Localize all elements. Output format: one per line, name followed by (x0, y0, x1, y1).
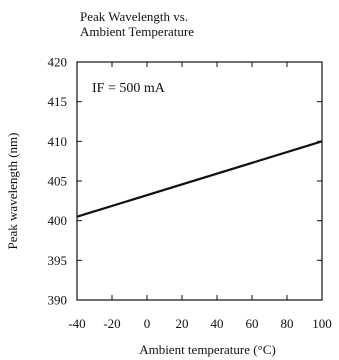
y-tick-label: 420 (48, 55, 68, 70)
y-tick-label: 415 (48, 94, 68, 109)
x-tick-label: -20 (103, 316, 120, 331)
x-tick-label: 0 (144, 316, 151, 331)
x-axis-ticks: -40 -20 0 20 40 60 80 100 (68, 62, 332, 331)
y-tick-label: 400 (48, 213, 68, 228)
chart-title-line-2: Ambient Temperature (80, 24, 195, 39)
x-tick-label: 100 (312, 316, 332, 331)
x-tick-label: 60 (246, 316, 259, 331)
y-tick-label: 390 (48, 293, 68, 308)
x-tick-label: 80 (281, 316, 294, 331)
condition-annotation: IF = 500 mA (92, 81, 166, 96)
y-axis-ticks: 390 395 400 405 410 415 420 (48, 55, 322, 308)
plot-frame (76, 61, 323, 301)
y-tick-label: 405 (48, 174, 68, 189)
y-tick-label: 410 (48, 134, 68, 149)
chart-title-line-1: Peak Wavelength vs. (80, 9, 189, 24)
x-tick-label: 40 (211, 316, 224, 331)
x-tick-label: 20 (176, 316, 189, 331)
x-axis-label: Ambient temperature (°C) (139, 342, 276, 357)
y-tick-label: 395 (48, 253, 68, 268)
series-line (76, 140, 323, 218)
series-group (76, 140, 323, 218)
x-tick-label: -40 (68, 316, 85, 331)
y-axis-label: Peak wavelength (nm) (5, 133, 20, 250)
chart-title: Peak Wavelength vs. Ambient Temperature (80, 9, 194, 39)
